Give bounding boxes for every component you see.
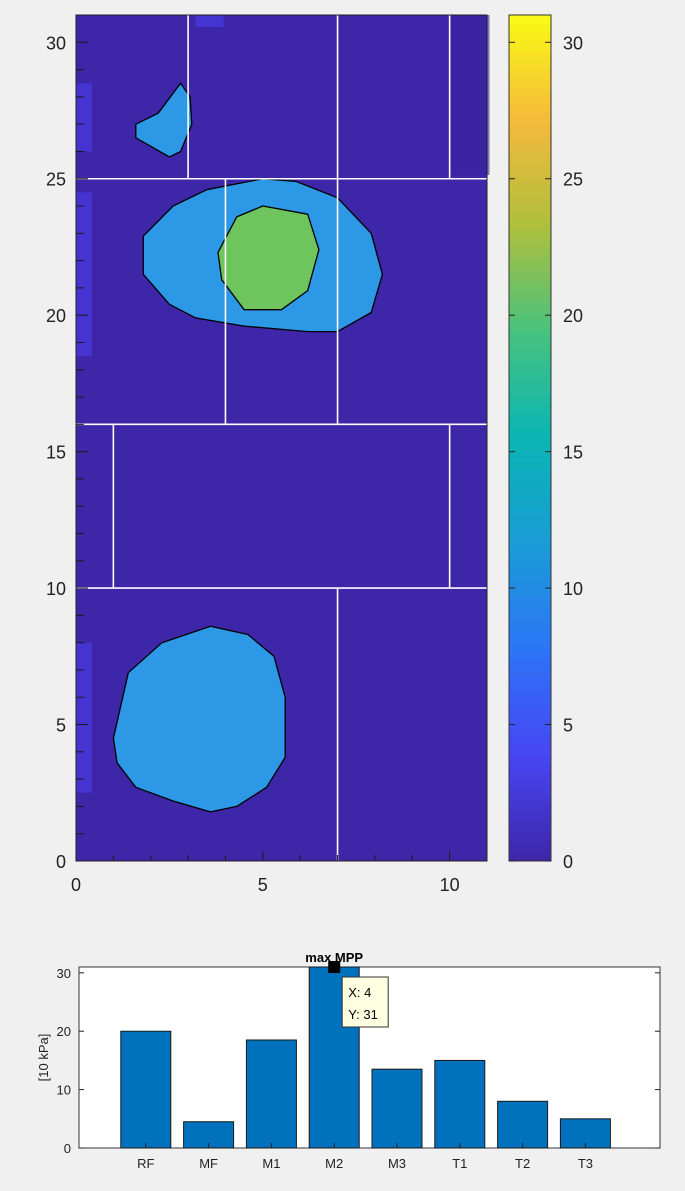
- heatmap-y-tick-labels: 0 5 10 15 20 25 30: [46, 33, 66, 872]
- edge-strip-top: [195, 15, 224, 27]
- bar-T2: [497, 1100, 549, 1149]
- colorbar-ticks: [509, 41, 551, 862]
- bar-y-tick-label: 30: [57, 966, 71, 981]
- colorbar-tick-label: 15: [563, 443, 583, 463]
- contour-regions: [112, 82, 384, 813]
- datatip-y-text: Y: 31: [348, 1007, 378, 1022]
- datatip-x-text: X: 4: [348, 985, 371, 1000]
- bar-y-tick-label: 10: [57, 1083, 71, 1098]
- bar-chart-title: max MPP: [305, 950, 363, 965]
- datatip-marker[interactable]: [328, 961, 341, 973]
- colorbar: 0 5 10 15 20 25 30: [508, 14, 583, 872]
- bar-y-tick-label: 20: [57, 1024, 71, 1039]
- bar-y-tick-label: 0: [64, 1141, 71, 1156]
- heatmap-ticks: [75, 14, 488, 862]
- colorbar-tick-label: 30: [563, 33, 583, 53]
- bar-chart-ticks: [79, 972, 660, 1149]
- edge-strip-0: [76, 192, 92, 357]
- y-tick-label: 15: [46, 443, 66, 463]
- category-label-MF: MF: [199, 1156, 218, 1171]
- category-label-M2: M2: [325, 1156, 343, 1171]
- x-tick-label: 10: [440, 875, 460, 895]
- datatip[interactable]: X: 4 Y: 31: [328, 961, 389, 1028]
- colorbar-gradient: [508, 14, 552, 862]
- max-mpp-bar-chart: max MPP [10 kPa] RF MF M1 M2 M3 T1 T2 T3 0 10 20 3…: [36, 950, 661, 1171]
- y-tick-label: 30: [46, 33, 66, 53]
- x-tick-label: 0: [71, 875, 81, 895]
- contour-region-0: [135, 82, 193, 158]
- y-tick-label: 10: [46, 579, 66, 599]
- pressure-heatmap: 0 5 10 0 5 10 15 20 25 30: [46, 14, 490, 895]
- x-tick-label: 5: [258, 875, 268, 895]
- heatmap-x-tick-labels: 0 5 10: [71, 875, 460, 895]
- colorbar-tick-labels: 0 5 10 15 20 25 30: [563, 33, 583, 872]
- colorbar-tick-label: 20: [563, 306, 583, 326]
- contour-region-3: [112, 625, 286, 813]
- y-tick-label: 5: [56, 716, 66, 736]
- category-label-RF: RF: [137, 1156, 154, 1171]
- bar-RF: [120, 1030, 172, 1149]
- bar-M3: [371, 1068, 423, 1149]
- bars: [120, 966, 611, 1149]
- colorbar-tick-label: 25: [563, 170, 583, 190]
- colorbar-tick-label: 0: [563, 852, 573, 872]
- datatip-box[interactable]: [341, 976, 389, 1028]
- bar-chart-category-labels: RF MF M1 M2 M3 T1 T2 T3: [137, 1156, 593, 1171]
- colorbar-tick-label: 5: [563, 716, 573, 736]
- edge-strip-2: [76, 83, 92, 152]
- y-tick-label: 25: [46, 170, 66, 190]
- zone-boundaries: [76, 15, 487, 861]
- bar-M1: [245, 1039, 297, 1149]
- category-label-M3: M3: [388, 1156, 406, 1171]
- bar-chart-y-tick-labels: 0 10 20 30: [57, 966, 71, 1156]
- category-label-T3: T3: [578, 1156, 593, 1171]
- edge-strip-right: [451, 15, 490, 175]
- heatmap-border: [75, 14, 488, 862]
- edge-strip-1: [76, 642, 92, 793]
- contour-region-2: [217, 205, 320, 311]
- bar-chart-y-axis-label: [10 kPa]: [36, 1034, 51, 1082]
- y-tick-label: 20: [46, 306, 66, 326]
- category-label-T1: T1: [452, 1156, 467, 1171]
- category-label-M1: M1: [262, 1156, 280, 1171]
- y-tick-label: 0: [56, 852, 66, 872]
- bar-T1: [434, 1059, 486, 1149]
- category-label-T2: T2: [515, 1156, 530, 1171]
- colorbar-tick-label: 10: [563, 579, 583, 599]
